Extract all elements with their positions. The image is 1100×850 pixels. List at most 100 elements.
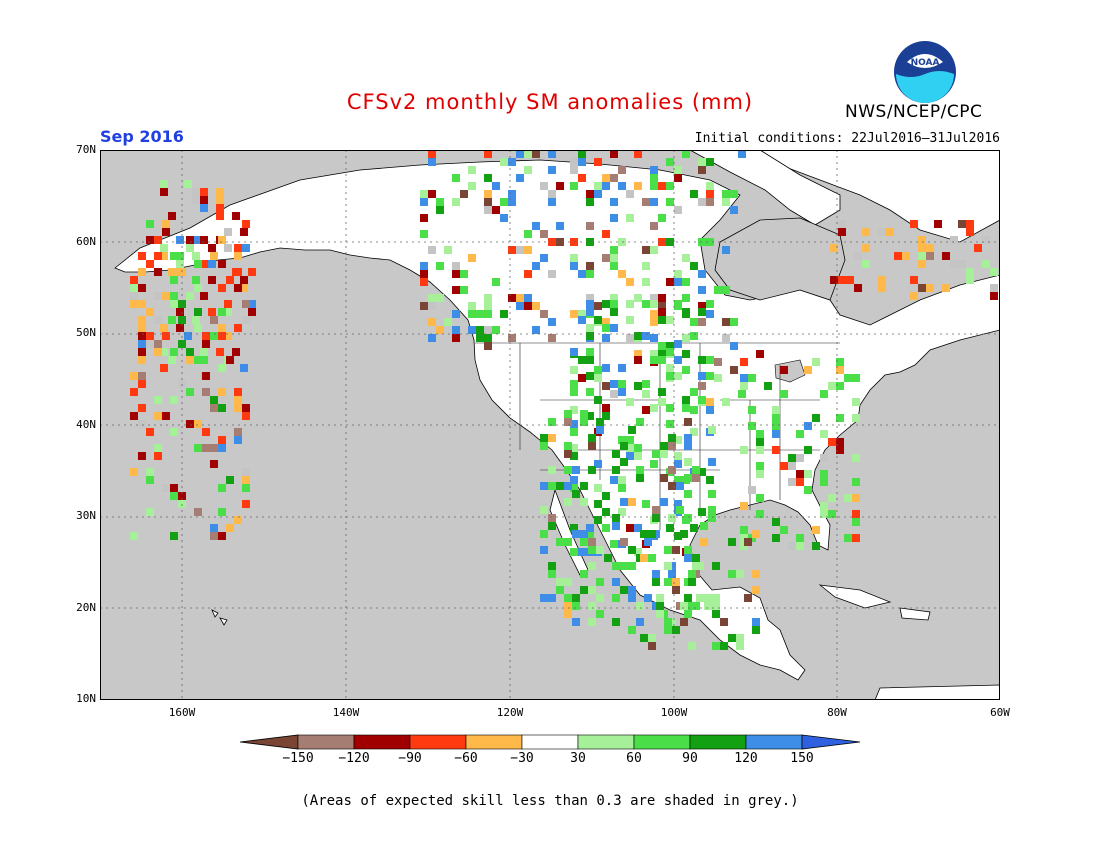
- anomaly-cell: [242, 404, 250, 412]
- anomaly-cell: [428, 150, 436, 158]
- anomaly-cell: [820, 502, 828, 510]
- anomaly-cell: [556, 222, 564, 230]
- anomaly-cell: [666, 198, 674, 206]
- anomaly-cell: [780, 526, 788, 534]
- anomaly-cell: [620, 562, 628, 570]
- anomaly-cell: [596, 546, 604, 554]
- anomaly-cell: [570, 348, 578, 356]
- anomaly-cell: [160, 180, 168, 188]
- anomaly-cell: [580, 586, 588, 594]
- anomaly-cell: [684, 434, 692, 442]
- anomaly-cell: [910, 276, 918, 284]
- anomaly-cell: [548, 418, 556, 426]
- anomaly-cell: [838, 220, 846, 228]
- anomaly-cell: [186, 388, 194, 396]
- anomaly-cell: [836, 438, 844, 446]
- anomaly-cell: [634, 452, 642, 460]
- anomaly-cell: [586, 222, 594, 230]
- anomaly-cell: [570, 428, 578, 436]
- anomaly-cell: [692, 466, 700, 474]
- anomaly-cell: [706, 158, 714, 166]
- anomaly-cell: [674, 278, 682, 286]
- anomaly-cell: [682, 254, 690, 262]
- anomaly-cell: [176, 236, 184, 244]
- anomaly-cell: [652, 450, 660, 458]
- anomaly-cell: [852, 534, 860, 542]
- anomaly-cell: [586, 190, 594, 198]
- anomaly-cell: [690, 332, 698, 340]
- anomaly-cell: [698, 468, 706, 476]
- anomaly-cell: [756, 494, 764, 502]
- anomaly-cell: [218, 404, 226, 412]
- anomaly-cell: [160, 324, 168, 332]
- anomaly-cell: [698, 166, 706, 174]
- anomaly-cell: [628, 562, 636, 570]
- anomaly-cell: [674, 174, 682, 182]
- anomaly-cell: [564, 610, 572, 618]
- anomaly-cell: [570, 262, 578, 270]
- anomaly-cell: [706, 310, 714, 318]
- anomaly-cell: [640, 530, 648, 538]
- anomaly-cell: [706, 182, 714, 190]
- anomaly-cell: [720, 618, 728, 626]
- anomaly-cell: [706, 356, 714, 364]
- anomaly-cell: [752, 618, 760, 626]
- anomaly-cell: [626, 452, 634, 460]
- anomaly-cell: [752, 626, 760, 634]
- anomaly-cell: [224, 228, 232, 236]
- anomaly-cell: [730, 190, 738, 198]
- anomaly-cell: [138, 252, 146, 260]
- anomaly-cell: [958, 220, 966, 228]
- anomaly-cell: [658, 294, 666, 302]
- anomaly-cell: [596, 594, 604, 602]
- anomaly-cell: [596, 426, 604, 434]
- colorbar-swatch: [521, 734, 579, 750]
- anomaly-cell: [200, 260, 208, 268]
- anomaly-cell: [656, 594, 664, 602]
- anomaly-cell: [476, 310, 484, 318]
- anomaly-cell: [636, 618, 644, 626]
- anomaly-cell: [680, 602, 688, 610]
- anomaly-cell: [788, 542, 796, 550]
- anomaly-cell: [508, 158, 516, 166]
- anomaly-cell: [636, 474, 644, 482]
- anomaly-cell: [570, 388, 578, 396]
- anomaly-cell: [668, 442, 676, 450]
- anomaly-cell: [578, 150, 586, 158]
- anomaly-cell: [540, 530, 548, 538]
- anomaly-cell: [154, 316, 162, 324]
- anomaly-cell: [208, 260, 216, 268]
- anomaly-cell: [500, 310, 508, 318]
- anomaly-cell: [208, 308, 216, 316]
- anomaly-cell: [688, 578, 696, 586]
- anomaly-cell: [886, 228, 894, 236]
- anomaly-cell: [610, 214, 618, 222]
- anomaly-cell: [664, 562, 672, 570]
- anomaly-cell: [764, 382, 772, 390]
- anomaly-cell: [684, 594, 692, 602]
- anomaly-cell: [200, 188, 208, 196]
- anomaly-cell: [594, 158, 602, 166]
- anomaly-cell: [202, 444, 210, 452]
- anomaly-cell: [578, 374, 586, 382]
- hudson-bay: [714, 217, 846, 301]
- anomaly-cell: [146, 332, 154, 340]
- anomaly-cell: [540, 546, 548, 554]
- anomaly-cell: [200, 356, 208, 364]
- anomaly-cell: [642, 380, 650, 388]
- anomaly-cell: [588, 602, 596, 610]
- anomaly-cell: [730, 342, 738, 350]
- anomaly-cell: [620, 442, 628, 450]
- anomaly-cell: [138, 324, 146, 332]
- anomaly-cell: [852, 454, 860, 462]
- anomaly-cell: [966, 228, 974, 236]
- anomaly-cell: [666, 278, 674, 286]
- anomaly-cell: [420, 270, 428, 278]
- anomaly-cell: [586, 308, 594, 316]
- anomaly-cell: [240, 284, 248, 292]
- anomaly-cell: [580, 410, 588, 418]
- anomaly-cell: [690, 318, 698, 326]
- anomaly-cell: [138, 404, 146, 412]
- anomaly-cell: [548, 318, 556, 326]
- anomaly-cell: [656, 610, 664, 618]
